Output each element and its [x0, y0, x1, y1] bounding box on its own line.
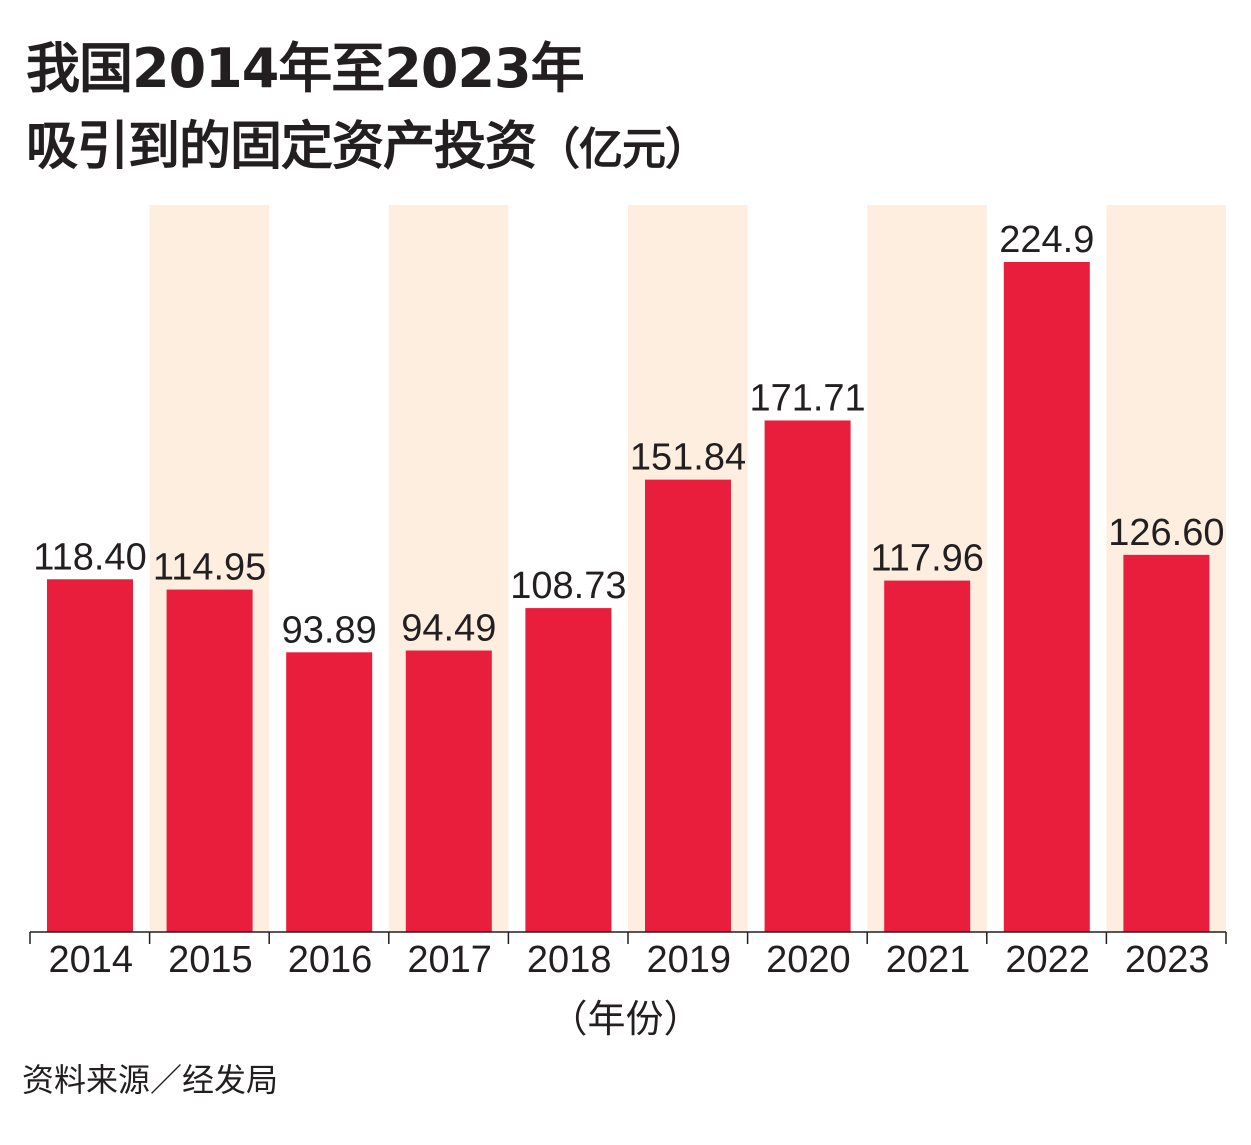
tick-label-2020: 2020: [766, 939, 851, 981]
value-label-2019: 151.84: [630, 437, 746, 479]
chart-title-main: 吸引到的固定资产投资: [26, 117, 537, 177]
value-label-2023: 126.60: [1108, 512, 1224, 554]
tick-label-2017: 2017: [407, 939, 492, 981]
x-axis: [29, 931, 1227, 944]
value-label-2022: 224.9: [999, 219, 1094, 261]
bar-2023: [1123, 554, 1210, 932]
bar-2016: [286, 652, 373, 932]
bar-2018: [525, 608, 612, 932]
value-label-2017: 94.49: [401, 608, 496, 650]
bar-2014: [47, 579, 133, 932]
tick-label-2015: 2015: [168, 939, 253, 981]
source-note: 资料来源／经发局: [22, 1061, 279, 1099]
bar-chart: 118.40 114.95 93.89 94.49 108.73 151.84171.71…: [29, 205, 1227, 981]
tick-label-2016: 2016: [288, 939, 373, 981]
chart-title-line-2: 吸引到的固定资产投资（亿元）: [26, 104, 709, 179]
bar-value-labels: 118.40 114.95 93.89 94.49 108.73 151.84171.71…: [33, 219, 1224, 651]
value-label-2020: 171.71: [749, 377, 865, 419]
x-tick-labels: 2014 2015 2016 2017 2018 2019 2020 2021 2022 2023: [49, 939, 1210, 981]
bar-2022: [1003, 262, 1090, 932]
bar-2020: [764, 420, 851, 932]
bar-2019: [645, 479, 731, 932]
tick-label-2019: 2019: [647, 939, 732, 981]
bar-2021: [884, 580, 971, 932]
tick-label-2021: 2021: [886, 939, 971, 981]
tick-label-2018: 2018: [527, 939, 612, 981]
chart-title-line-1: 我国2014年至2023年: [26, 37, 585, 100]
x-axis-title: （年份）: [549, 997, 702, 1041]
bar-2017: [405, 650, 492, 932]
tick-label-2014: 2014: [49, 939, 134, 981]
bar-2015: [166, 589, 253, 932]
value-label-2021: 117.96: [870, 538, 983, 580]
value-label-2018: 108.73: [510, 565, 626, 607]
bar-series: [47, 262, 1210, 932]
tick-label-2023: 2023: [1125, 939, 1210, 981]
chart-title-unit: （亿元）: [536, 124, 709, 175]
value-label-2014: 118.40: [33, 536, 146, 578]
value-label-2015: 114.95: [153, 547, 266, 589]
value-label-2016: 93.89: [282, 609, 377, 651]
tick-label-2022: 2022: [1005, 939, 1090, 981]
